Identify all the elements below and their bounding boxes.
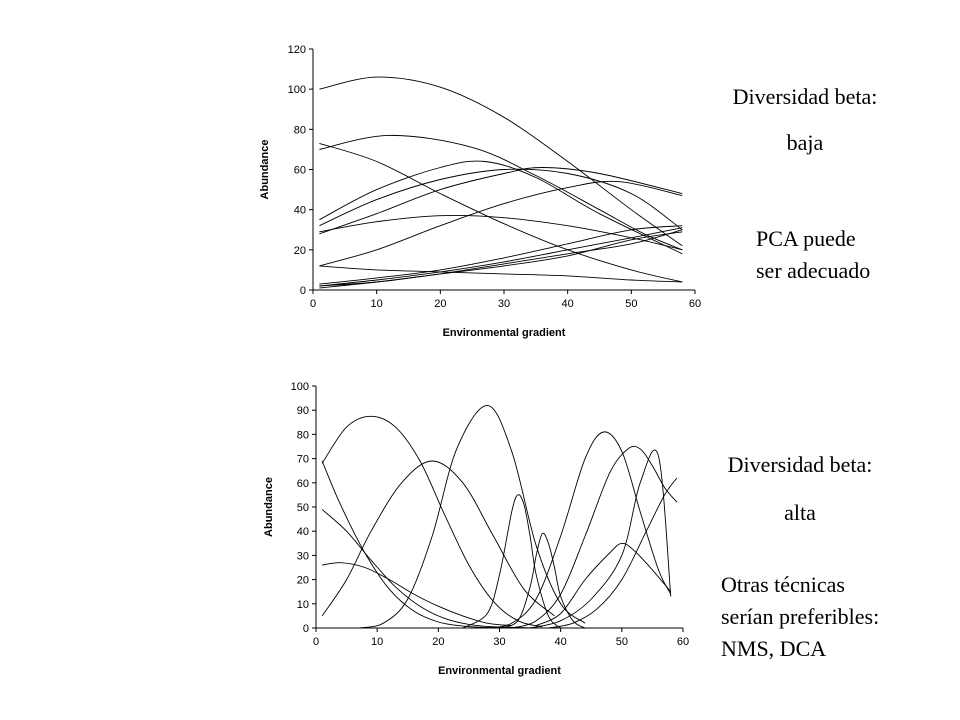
y-tick-label: 50: [297, 502, 309, 514]
series-line-2: [321, 460, 512, 629]
x-tick-label: 0: [310, 298, 316, 310]
series-line-3: [319, 142, 683, 283]
x-tick-label: 0: [313, 636, 319, 648]
top-note-line-1: PCA puede: [756, 226, 856, 251]
x-tick-label: 60: [689, 298, 701, 310]
series-line-9: [319, 265, 683, 283]
series-line-13: [319, 231, 683, 287]
x-tick-label: 50: [625, 298, 637, 310]
series-line-9: [487, 431, 672, 629]
x-tick-label: 10: [371, 636, 383, 648]
top-diversity-level: baja: [786, 130, 824, 155]
series-line-10: [319, 225, 683, 285]
y-tick-label: 90: [297, 405, 309, 417]
series-line-1: [321, 415, 543, 628]
series-line-5: [319, 168, 683, 231]
y-tick-label: 60: [294, 165, 306, 177]
bottom-note-line-2: serían preferibles:: [721, 604, 880, 629]
y-tick-label: 20: [297, 575, 309, 587]
chart-beta-low: 0 20 40 60 80 100 120 0 10 20 30 40 50 60 Environmenta…: [259, 44, 701, 339]
series-line-2: [319, 134, 683, 251]
series-line-3: [321, 509, 567, 629]
series-line-5: [321, 460, 555, 617]
series-line-8: [319, 180, 683, 267]
y-axis-title: Abundance: [263, 477, 275, 537]
bottom-diversity-level: alta: [784, 500, 816, 525]
y-tick-label: 100: [291, 381, 309, 393]
x-tick-label: 20: [432, 636, 444, 648]
y-tick-label: 100: [288, 84, 306, 96]
series-line-4: [319, 160, 683, 255]
series-line-8: [499, 532, 586, 629]
series-line-12: [536, 542, 672, 627]
series-line-7: [462, 494, 562, 629]
y-tick-label: 40: [294, 205, 306, 217]
x-tick-label: 20: [434, 298, 446, 310]
series-line-11: [319, 227, 683, 287]
bottom-diversity-title: Diversidad beta:: [727, 452, 873, 477]
x-tick-label: 10: [371, 298, 383, 310]
y-tick-label: 60: [297, 478, 309, 490]
series-line-7: [319, 167, 683, 235]
x-tick-label: 40: [562, 298, 574, 310]
x-tick-label: 50: [616, 636, 628, 648]
series-line-13: [548, 477, 678, 629]
x-axis-title: Environmental gradient: [443, 327, 566, 339]
y-tick-label: 0: [300, 285, 306, 297]
series-line-1: [319, 76, 683, 247]
x-axis-title: Environmental gradient: [438, 665, 561, 677]
bottom-note-line-3: NMS, DCA: [721, 636, 827, 661]
y-tick-label: 80: [297, 429, 309, 441]
y-tick-label: 80: [294, 124, 306, 136]
y-tick-label: 40: [297, 526, 309, 538]
y-tick-label: 70: [297, 454, 309, 466]
series-line-6: [358, 404, 586, 629]
series-line-4: [322, 562, 512, 627]
series-line-11: [529, 449, 672, 629]
x-tick-label: 40: [555, 636, 567, 648]
y-tick-label: 10: [297, 599, 309, 611]
y-tick-label: 30: [297, 550, 309, 562]
x-tick-label: 30: [498, 298, 510, 310]
y-axis-title: Abundance: [259, 140, 271, 200]
y-tick-label: 120: [288, 44, 306, 56]
y-tick-label: 20: [294, 245, 306, 257]
chart-beta-high: 0 10 20 30 40 50 60 70 80 90 100 0 10 20 30 40 50 60 Envir…: [263, 381, 689, 677]
x-tick-label: 60: [677, 636, 689, 648]
bottom-note-line-1: Otras técnicas: [721, 572, 845, 597]
y-tick-label: 0: [303, 623, 309, 635]
series-line-10: [511, 445, 678, 629]
top-note-line-2: ser adecuado: [756, 258, 871, 283]
top-diversity-title: Diversidad beta:: [732, 84, 878, 109]
x-tick-label: 30: [493, 636, 505, 648]
